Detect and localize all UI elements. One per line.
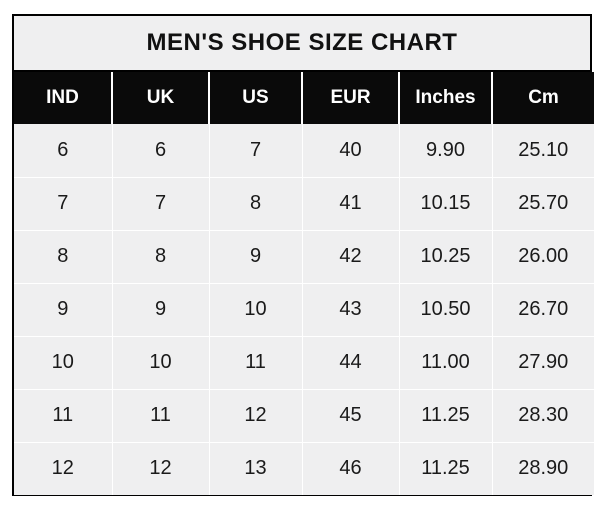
cell-ind: 12 [14,442,113,495]
cell-cm: 25.10 [492,124,594,178]
cell-us: 7 [209,124,303,178]
cell-ind: 7 [14,177,113,231]
cell-inches: 10.15 [399,177,493,231]
column-header-eur: EUR [302,72,400,124]
table-row: 10 10 11 44 11.00 27.90 [14,336,594,390]
table-body: 6 6 7 40 9.90 25.10 7 7 8 41 10.15 25.70… [14,124,594,495]
table-row: 12 12 13 46 11.25 28.90 [14,442,594,495]
column-header-us: US [209,72,303,124]
column-header-ind: IND [14,72,113,124]
chart-title-band: MEN'S SHOE SIZE CHART [14,16,590,72]
cell-eur: 42 [302,230,400,284]
page-title: MEN'S SHOE SIZE CHART [146,29,458,56]
cell-uk: 8 [112,230,210,284]
cell-eur: 40 [302,124,400,178]
cell-inches: 10.25 [399,230,493,284]
cell-uk: 7 [112,177,210,231]
cell-eur: 46 [302,442,400,495]
cell-ind: 8 [14,230,113,284]
cell-eur: 44 [302,336,400,390]
table-header: IND UK US EUR Inches Cm [14,72,594,124]
cell-inches: 9.90 [399,124,493,178]
cell-uk: 9 [112,283,210,337]
cell-ind: 10 [14,336,113,390]
cell-inches: 11.25 [399,442,493,495]
cell-ind: 6 [14,124,113,178]
cell-uk: 10 [112,336,210,390]
table-row: 9 9 10 43 10.50 26.70 [14,283,594,337]
cell-us: 9 [209,230,303,284]
table-row: 11 11 12 45 11.25 28.30 [14,389,594,443]
size-chart-container: MEN'S SHOE SIZE CHART IND UK US EUR Inch… [12,14,594,496]
cell-us: 8 [209,177,303,231]
cell-cm: 26.70 [492,283,594,337]
column-header-uk: UK [112,72,210,124]
cell-cm: 28.90 [492,442,594,495]
cell-ind: 9 [14,283,113,337]
cell-ind: 11 [14,389,113,443]
cell-eur: 45 [302,389,400,443]
cell-cm: 28.30 [492,389,594,443]
cell-inches: 11.25 [399,389,493,443]
table-row: 8 8 9 42 10.25 26.00 [14,230,594,284]
cell-uk: 11 [112,389,210,443]
table-row: 6 6 7 40 9.90 25.10 [14,124,594,178]
cell-eur: 41 [302,177,400,231]
cell-cm: 25.70 [492,177,594,231]
cell-us: 13 [209,442,303,495]
shoe-size-table: IND UK US EUR Inches Cm 6 6 7 40 9.90 25… [14,72,594,495]
cell-uk: 6 [112,124,210,178]
table-header-row: IND UK US EUR Inches Cm [14,72,594,124]
cell-us: 12 [209,389,303,443]
column-header-cm: Cm [492,72,594,124]
cell-eur: 43 [302,283,400,337]
column-header-inches: Inches [399,72,493,124]
cell-us: 11 [209,336,303,390]
cell-cm: 26.00 [492,230,594,284]
cell-us: 10 [209,283,303,337]
cell-inches: 11.00 [399,336,493,390]
cell-inches: 10.50 [399,283,493,337]
table-row: 7 7 8 41 10.15 25.70 [14,177,594,231]
cell-cm: 27.90 [492,336,594,390]
cell-uk: 12 [112,442,210,495]
